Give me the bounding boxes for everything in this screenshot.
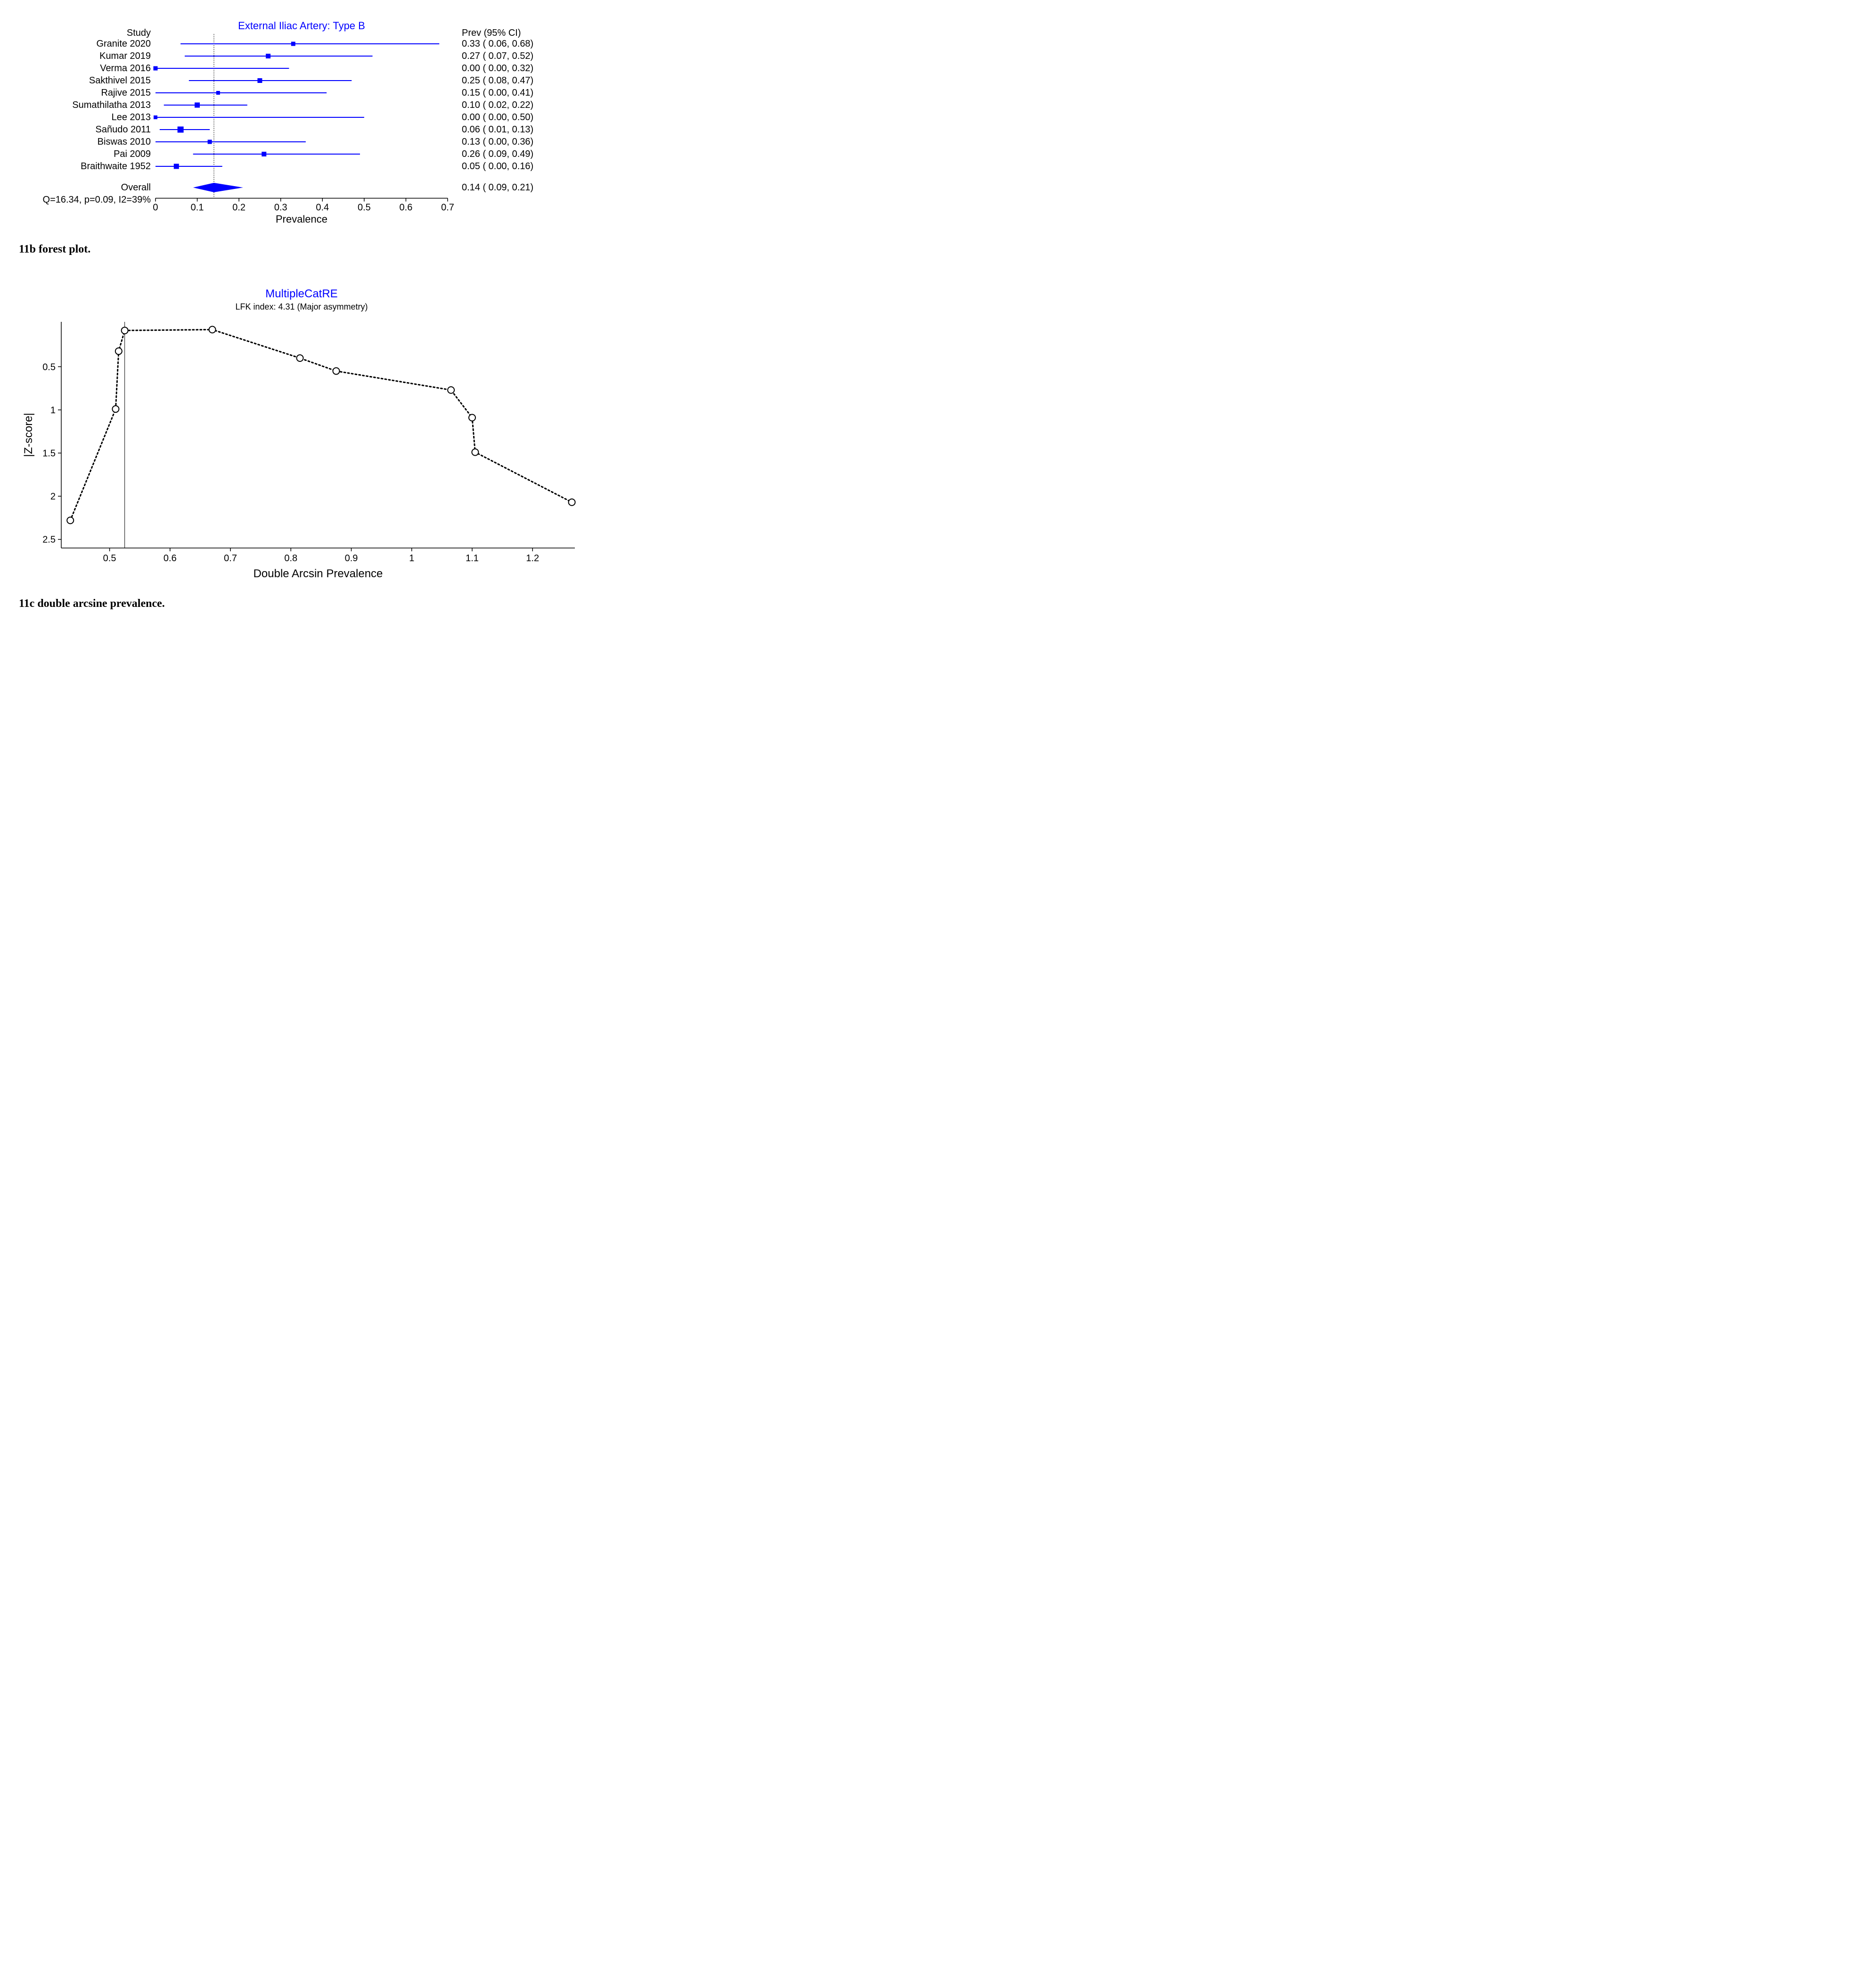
forest-plot: External Iliac Artery: Type B Study Prev (… [19,19,584,231]
study-label: Granite 2020 [96,39,151,49]
ci-text: 0.00 ( 0.00, 0.50) [462,112,533,123]
x-tick-label: 0.6 [400,203,413,213]
overall-ci-text: 0.14 ( 0.09, 0.21) [462,182,533,193]
doi-marker [112,406,119,412]
point-marker [154,66,158,70]
x-tick-label: 0.4 [316,203,329,213]
doi-title: MultipleCatRE [265,287,337,300]
overall-label: Overall [121,182,151,193]
ci-text: 0.10 ( 0.02, 0.22) [462,100,533,110]
y-tick-label: 2 [50,491,56,502]
y-tick-label: 2.5 [42,534,56,545]
study-label: Kumar 2019 [99,51,151,61]
doi-caption: 11c double arcsine prevalence. [19,597,1846,610]
doi-marker [472,449,478,455]
x-tick-label: 0 [153,203,158,213]
y-tick-label: 1 [50,405,56,415]
ci-text: 0.05 ( 0.00, 0.16) [462,161,533,172]
study-label: Braithwaite 1952 [81,161,151,172]
study-header: Study [127,28,151,38]
study-label: Pai 2009 [114,149,151,159]
x-tick-label: 1 [409,553,414,564]
doi-plot-container: MultipleCatRE LFK index: 4.31 (Major asym… [19,284,1846,610]
x-tick-label: 0.8 [284,553,297,564]
doi-marker [569,499,575,505]
ci-text: 0.06 ( 0.01, 0.13) [462,124,533,135]
ci-text: 0.15 ( 0.00, 0.41) [462,88,533,98]
forest-plot-container: External Iliac Artery: Type B Study Prev (… [19,19,1846,256]
ci-text: 0.25 ( 0.08, 0.47) [462,75,533,86]
x-tick-label: 1.2 [526,553,539,564]
study-label: Sumathilatha 2013 [72,100,151,110]
x-tick-label: 0.9 [345,553,358,564]
y-axis-label: |Z-score| [22,413,35,457]
doi-line [70,329,572,520]
x-tick-label: 0.5 [358,203,371,213]
doi-subtitle: LFK index: 4.31 (Major asymmetry) [235,302,368,311]
ci-text: 0.13 ( 0.00, 0.36) [462,137,533,147]
doi-marker [448,386,454,393]
point-marker [257,78,262,83]
point-marker [195,102,200,107]
doi-marker [209,326,216,333]
x-tick-label: 0.6 [164,553,177,564]
point-marker [262,152,266,156]
doi-marker [333,368,339,374]
het-text: Q=16.34, p=0.09, I2=39% [43,195,151,205]
study-label: Sakthivel 2015 [89,75,151,86]
point-marker [266,54,270,58]
point-marker [208,139,212,144]
y-tick-label: 0.5 [42,362,56,372]
point-marker [174,164,179,169]
study-label: Sañudo 2011 [96,124,151,135]
x-axis-label: Double Arcsin Prevalence [254,567,383,580]
study-label: Lee 2013 [112,112,151,123]
point-marker [291,41,295,46]
x-axis-label: Prevalence [276,213,327,225]
doi-marker [67,517,74,524]
study-label: Biswas 2010 [98,137,151,147]
x-tick-label: 0.3 [274,203,287,213]
x-tick-label: 1.1 [466,553,479,564]
overall-diamond [193,183,243,192]
point-marker [216,91,220,95]
study-label: Rajive 2015 [101,88,151,98]
x-tick-label: 0.7 [224,553,237,564]
x-tick-label: 0.2 [232,203,245,213]
doi-marker [115,348,122,354]
y-tick-label: 1.5 [42,448,56,458]
x-tick-label: 0.7 [441,203,454,213]
x-tick-label: 0.1 [191,203,204,213]
doi-plot: MultipleCatRE LFK index: 4.31 (Major asym… [19,284,584,586]
ci-text: 0.33 ( 0.06, 0.68) [462,39,533,49]
study-label: Verma 2016 [100,63,151,74]
x-tick-label: 0.5 [103,553,116,564]
ci-header: Prev (95% CI) [462,28,521,38]
doi-marker [297,355,303,361]
point-marker [178,126,184,132]
forest-title: External Iliac Artery: Type B [238,20,365,32]
doi-marker [122,327,128,334]
ci-text: 0.00 ( 0.00, 0.32) [462,63,533,74]
forest-caption: 11b forest plot. [19,243,1846,256]
point-marker [154,115,157,119]
ci-text: 0.27 ( 0.07, 0.52) [462,51,533,61]
doi-marker [469,414,475,421]
ci-text: 0.26 ( 0.09, 0.49) [462,149,533,159]
